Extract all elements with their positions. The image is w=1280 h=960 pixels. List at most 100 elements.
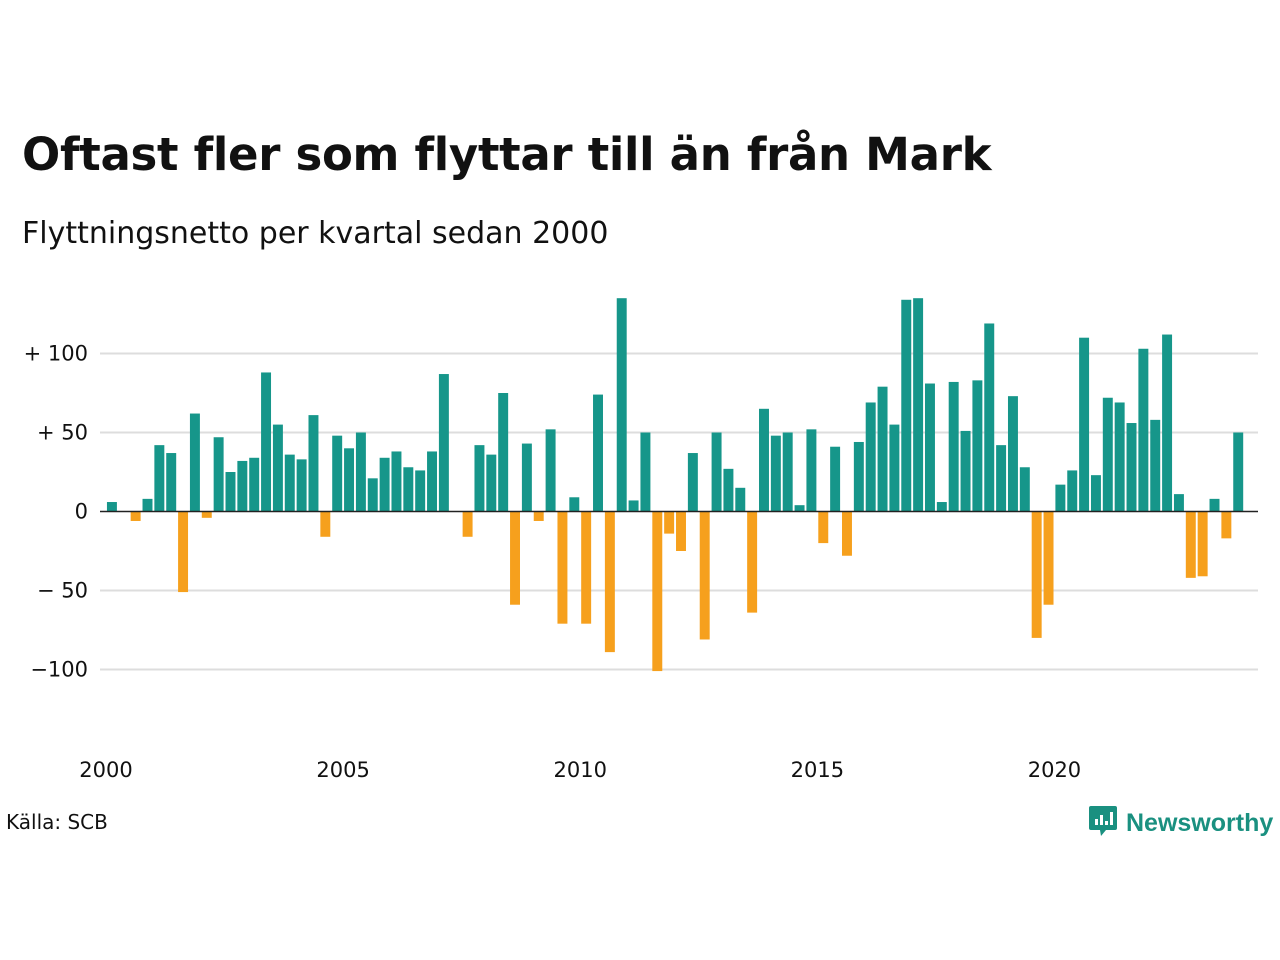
bar	[1221, 511, 1232, 539]
bar	[320, 511, 331, 537]
bar	[794, 505, 805, 512]
bars	[106, 298, 1244, 672]
bar	[106, 502, 117, 512]
bar	[1007, 396, 1018, 512]
bar	[557, 511, 568, 624]
bar	[1162, 334, 1173, 512]
x-tick-label: 2005	[316, 758, 369, 782]
x-tick-label: 2020	[1028, 758, 1081, 782]
bar	[984, 323, 995, 512]
bar	[1209, 498, 1220, 512]
bar	[1197, 511, 1208, 577]
bar	[462, 511, 473, 537]
bar	[1043, 511, 1054, 605]
x-tick-label: 2000	[79, 758, 132, 782]
bar	[1055, 484, 1066, 512]
bar	[889, 424, 900, 512]
bar	[296, 459, 307, 512]
bar	[853, 441, 864, 512]
bar	[1090, 475, 1101, 512]
bar	[189, 413, 200, 512]
bar	[1019, 467, 1030, 512]
bar	[842, 511, 852, 556]
bar	[225, 472, 236, 512]
bar	[249, 457, 260, 512]
bar	[711, 432, 722, 512]
y-tick-label: −100	[30, 658, 88, 682]
bar	[403, 467, 414, 512]
bar	[569, 497, 580, 512]
bar	[1173, 494, 1184, 512]
bar	[960, 430, 971, 512]
chart-title: Oftast fler som flyttar till än från Mar…	[22, 128, 992, 181]
bar	[996, 445, 1007, 512]
bar	[664, 511, 675, 534]
bar	[877, 386, 888, 512]
bar	[1079, 337, 1090, 512]
bar	[901, 299, 912, 512]
y-tick-label: 0	[75, 500, 88, 524]
bar	[830, 446, 841, 512]
bar	[474, 445, 485, 512]
bar	[865, 402, 876, 512]
bar	[154, 445, 165, 512]
bar	[628, 500, 639, 512]
bar	[759, 408, 769, 512]
bar	[676, 511, 686, 551]
bar	[284, 454, 295, 512]
bar	[640, 432, 651, 512]
bar	[344, 448, 355, 512]
bar	[747, 511, 758, 613]
bar	[687, 453, 698, 512]
bar	[142, 498, 153, 512]
bar	[936, 502, 947, 512]
bar	[213, 437, 224, 512]
y-tick-label: + 100	[24, 342, 88, 366]
x-axis-tick-labels: 2000 2005 2010 2015 2020	[79, 758, 1081, 782]
bar	[237, 460, 248, 512]
bar	[1031, 511, 1042, 638]
bar	[818, 511, 829, 544]
bar	[261, 372, 272, 512]
brand-logo: Newsworthy	[1088, 804, 1273, 842]
y-tick-label: − 50	[37, 579, 88, 603]
bar	[427, 451, 438, 512]
bar	[166, 453, 177, 512]
bar	[178, 511, 189, 593]
x-tick-label: 2015	[791, 758, 844, 782]
bar	[735, 487, 746, 512]
bar-chart-speech-bubble-icon	[1088, 804, 1118, 842]
bar	[130, 511, 141, 521]
bar	[391, 451, 402, 512]
y-tick-label: + 50	[37, 421, 88, 445]
bar	[308, 415, 319, 512]
bar	[498, 393, 509, 512]
bar	[782, 432, 793, 512]
bar	[652, 511, 663, 672]
bar	[415, 470, 426, 512]
chart-subtitle: Flyttningsnetto per kvartal sedan 2000	[22, 216, 609, 251]
bar	[1185, 511, 1196, 578]
bar	[924, 383, 935, 512]
bar	[1126, 423, 1137, 512]
bar	[1138, 348, 1149, 512]
bar	[1067, 470, 1078, 512]
bar	[723, 468, 734, 512]
bar	[770, 435, 781, 512]
bar	[332, 435, 343, 512]
bar	[201, 511, 212, 518]
bar	[272, 424, 283, 512]
bar	[604, 511, 615, 653]
bar	[972, 380, 983, 512]
bar	[545, 429, 556, 512]
gridlines	[100, 352, 1258, 671]
bar	[521, 443, 532, 512]
brand-name: Newsworthy	[1126, 808, 1274, 837]
bar	[581, 511, 592, 624]
source-note: Källa: SCB	[6, 810, 108, 834]
bar	[699, 511, 710, 640]
bar	[593, 394, 603, 512]
bar	[438, 374, 449, 512]
